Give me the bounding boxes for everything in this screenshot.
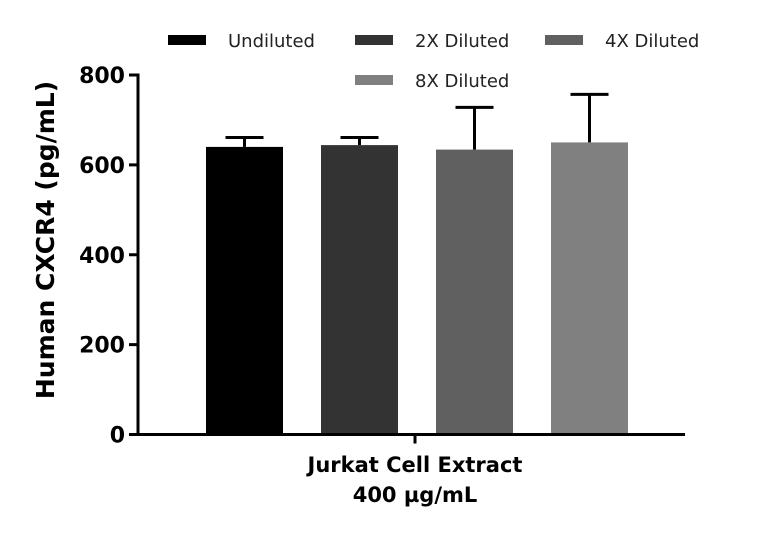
- y-tick-label: 800: [79, 64, 125, 89]
- y-tick-label: 400: [79, 244, 125, 269]
- x-axis-label-line-1: Jurkat Cell Extract: [306, 453, 523, 477]
- legend-label: 4X Diluted: [605, 31, 699, 52]
- legend-swatch: [355, 35, 393, 45]
- x-axis-label-line-2: 400 µg/mL: [353, 483, 478, 507]
- y-tick-label: 600: [79, 154, 125, 179]
- bar: [321, 145, 398, 435]
- legend-label: Undiluted: [228, 31, 315, 52]
- legend-swatch: [168, 35, 206, 45]
- y-axis: 0 200 400 600 800: [79, 64, 140, 449]
- bar: [436, 149, 513, 435]
- x-axis: [138, 433, 685, 444]
- legend-label: 8X Diluted: [415, 71, 509, 92]
- legend-swatch: [355, 75, 393, 85]
- bar: [206, 146, 283, 435]
- y-axis-label: Human CXCR4 (pg/mL): [31, 81, 60, 399]
- legend-label: 2X Diluted: [415, 31, 509, 52]
- legend-swatch: [545, 35, 583, 45]
- bar: [551, 142, 628, 435]
- legend: Undiluted 2X Diluted 4X Diluted 8X Diluted: [168, 31, 699, 92]
- y-tick-label: 200: [79, 334, 125, 359]
- bars: [206, 92, 628, 435]
- y-tick-label: 0: [110, 424, 125, 449]
